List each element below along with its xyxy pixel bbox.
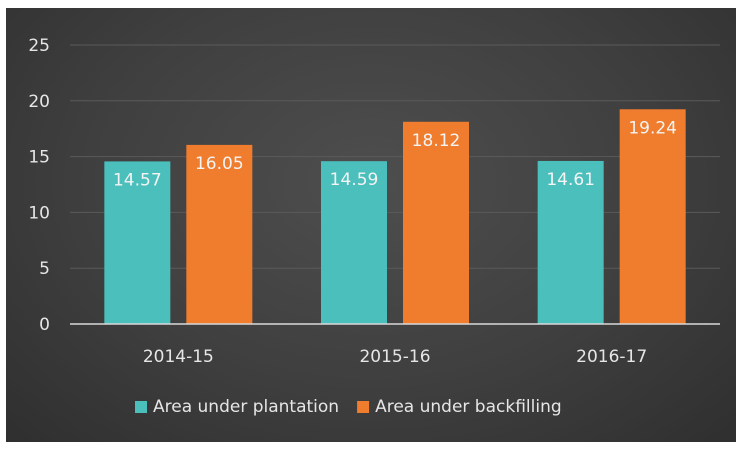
data-label: 16.05 xyxy=(195,154,244,174)
data-labels: 14.57 16.05 14.59 18.12 14.61 19.24 xyxy=(113,118,677,190)
bar-area-under-backfilling-2016-17 xyxy=(619,109,686,324)
data-label: 14.61 xyxy=(546,170,595,190)
y-tick-label: 25 xyxy=(28,36,50,56)
legend-label: Area under plantation xyxy=(153,397,339,417)
legend-swatch xyxy=(357,401,370,413)
data-label: 14.59 xyxy=(330,170,379,190)
bar-area-under-backfilling-2014-15 xyxy=(186,144,253,324)
x-category-label: 2014-15 xyxy=(143,347,214,367)
x-axis-category-labels: 2014-15 2015-16 2016-17 xyxy=(143,347,647,367)
legend-label: Area under backfilling xyxy=(375,397,562,417)
data-label: 14.57 xyxy=(113,170,162,190)
y-tick-label: 20 xyxy=(28,92,50,112)
bar-area-under-plantation-2015-16 xyxy=(321,161,387,324)
data-label: 18.12 xyxy=(412,131,461,151)
y-tick-label: 10 xyxy=(28,203,50,223)
bar-area-under-backfilling-2015-16 xyxy=(403,121,469,325)
y-tick-label: 0 xyxy=(39,315,50,335)
bar-area-under-plantation-2016-17 xyxy=(537,160,604,324)
legend: Area under plantation Area under backfill… xyxy=(135,397,562,417)
bars xyxy=(104,109,686,325)
x-category-label: 2016-17 xyxy=(576,347,647,367)
y-axis-tick-labels: 0 5 10 15 20 25 xyxy=(28,36,50,335)
bar-area-under-plantation-2014-15 xyxy=(104,161,171,324)
gridlines xyxy=(70,44,720,269)
x-category-label: 2015-16 xyxy=(359,347,430,367)
data-label: 19.24 xyxy=(628,118,677,138)
y-tick-label: 15 xyxy=(28,148,50,168)
y-tick-label: 5 xyxy=(39,259,50,279)
legend-swatch xyxy=(135,401,147,413)
